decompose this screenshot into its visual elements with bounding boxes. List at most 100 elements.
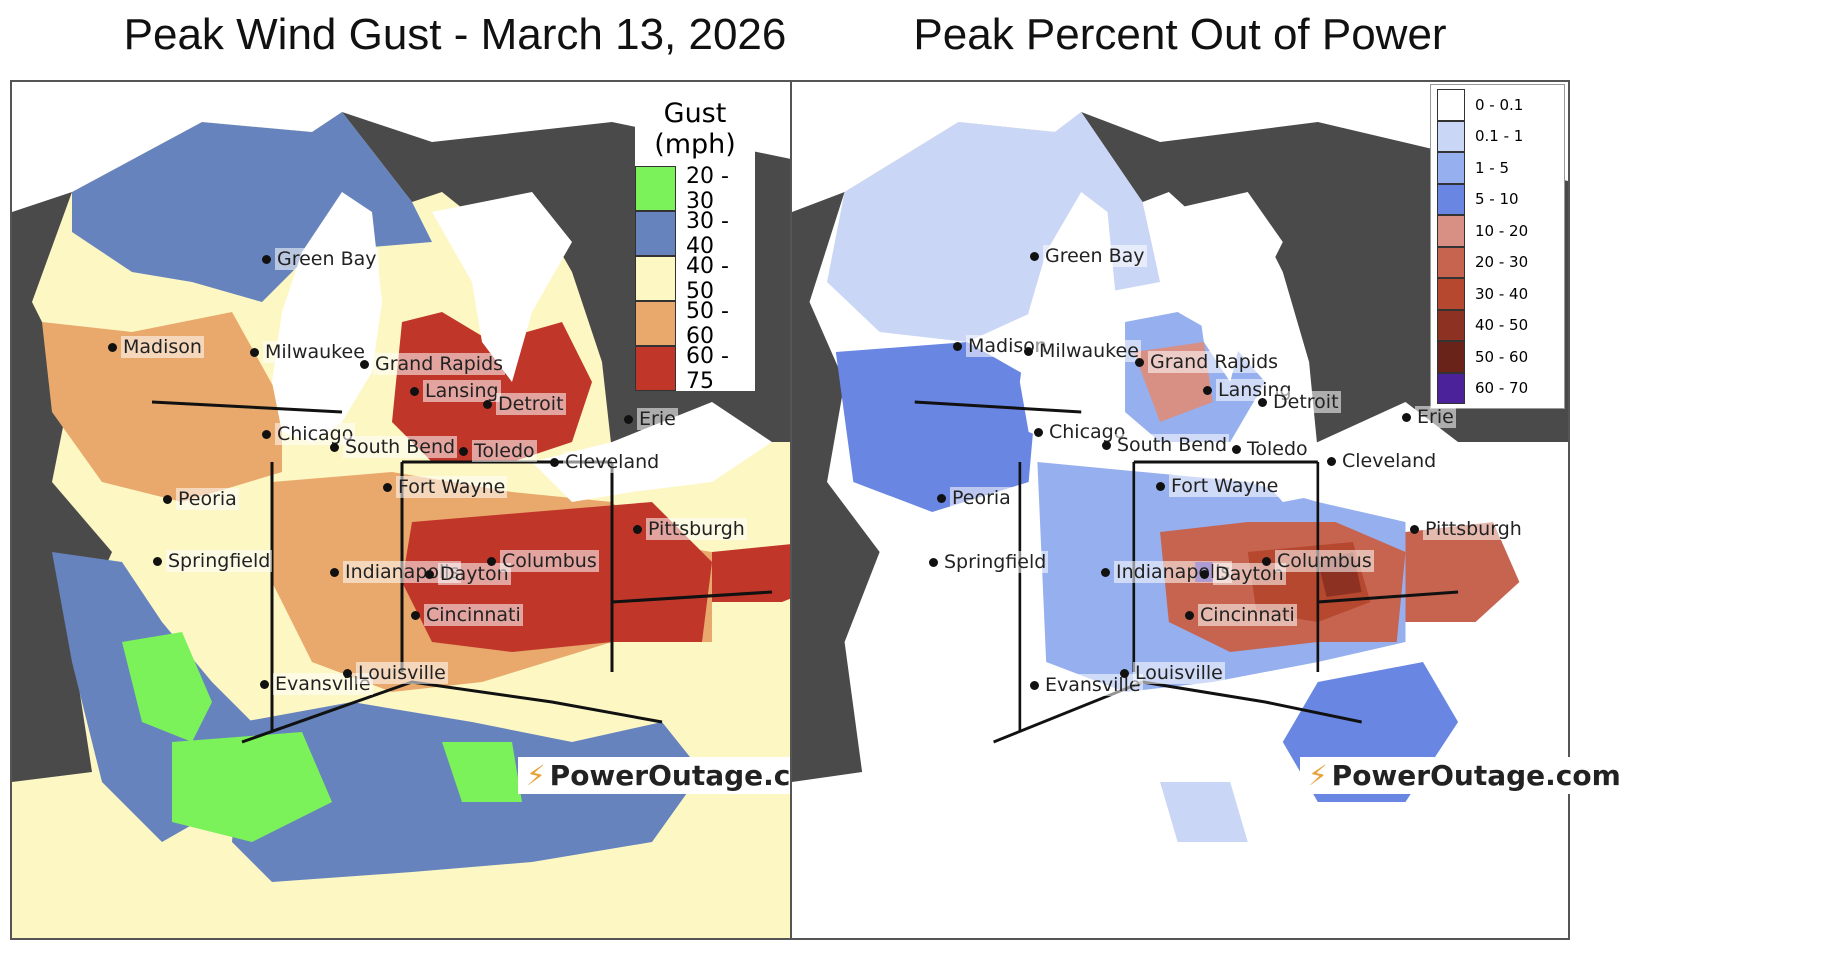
gust-map-city-label: Grand Rapids: [373, 353, 506, 375]
wind-gust-map-canvas: [12, 82, 898, 938]
outage-map-city-label: Cleveland: [1340, 450, 1439, 472]
outage-legend-swatch: [1437, 341, 1465, 373]
gust-map-city-marker: Madison: [108, 336, 204, 358]
outage-map-city-label: Detroit: [1271, 391, 1341, 413]
outage-map-city-marker: Dayton: [1200, 563, 1286, 585]
gust-map-city-label: Cincinnati: [424, 604, 523, 626]
outage-legend-label: 50 - 60: [1475, 347, 1529, 366]
gust-legend-entry: 50 - 60: [635, 298, 755, 349]
lightning-bolt-icon: ⚡: [526, 759, 546, 792]
city-dot-icon: [153, 556, 162, 566]
city-dot-icon: [633, 524, 642, 534]
outage-legend-entry: 40 - 50: [1437, 309, 1558, 341]
outage-legend-entry: 30 - 40: [1437, 278, 1558, 310]
city-dot-icon: [1410, 524, 1419, 534]
outage-legend-swatch: [1437, 120, 1465, 152]
city-dot-icon: [410, 386, 419, 396]
city-dot-icon: [411, 610, 420, 620]
outage-legend-entry: 0.1 - 1: [1437, 120, 1558, 152]
outage-map-city-marker: Detroit: [1258, 391, 1341, 413]
outage-map-city-label: Columbus: [1275, 550, 1374, 572]
gust-map-title: Peak Wind Gust - March 13, 2026: [123, 10, 787, 59]
city-dot-icon: [425, 569, 434, 579]
gust-legend-entry: 40 - 50: [635, 254, 755, 304]
city-dot-icon: [483, 399, 492, 409]
outage-map-city-marker: Pittsburgh: [1410, 518, 1524, 540]
outage-map-title: Peak Percent Out of Power: [913, 10, 1447, 59]
gust-map-city-marker: Erie: [624, 408, 678, 430]
outage-map-city-marker: Evansville: [1030, 674, 1143, 696]
gust-map-city-label: Chicago: [275, 423, 356, 445]
outage-map-city-marker: Grand Rapids: [1135, 351, 1281, 373]
city-dot-icon: [937, 493, 946, 503]
outage-legend-entry: 0 - 0.1: [1437, 89, 1558, 121]
outage-map-city-marker: Columbus: [1262, 550, 1374, 572]
city-dot-icon: [1034, 427, 1043, 437]
gust-map-city-marker: Toledo: [459, 440, 537, 462]
city-dot-icon: [550, 457, 559, 467]
outage-legend-label: 40 - 50: [1475, 316, 1529, 335]
gust-map-city-marker: Cincinnati: [411, 604, 523, 626]
city-dot-icon: [1024, 346, 1033, 356]
outage-map-city-label: Dayton: [1213, 563, 1286, 585]
outage-legend-label: 5 - 10: [1475, 190, 1519, 209]
wind-gust-map: [10, 80, 900, 940]
gust-legend-swatch: [635, 346, 676, 391]
gust-legend-label: 50 - 60: [685, 298, 729, 349]
city-dot-icon: [1232, 444, 1241, 454]
gust-legend-entry: 60 - 75: [635, 343, 755, 394]
city-dot-icon: [1101, 567, 1110, 577]
gust-map-city-label: Springfield: [166, 550, 273, 572]
outage-map-city-label: Evansville: [1043, 674, 1143, 696]
gust-map-city-marker: Cleveland: [550, 451, 662, 473]
gust-map-city-label: South Bend: [343, 436, 458, 458]
outage-map-city-label: Fort Wayne: [1169, 475, 1281, 497]
outage-legend-label: 60 - 70: [1475, 379, 1529, 398]
city-dot-icon: [1030, 680, 1039, 690]
outage-legend-swatch: [1437, 372, 1465, 404]
gust-map-city-marker: Chicago: [262, 423, 356, 445]
outage-legend-label: 20 - 30: [1475, 253, 1529, 272]
outage-legend-entry: 50 - 60: [1437, 341, 1558, 373]
outage-legend-swatch: [1437, 89, 1465, 121]
gust-map-city-label: Cleveland: [563, 451, 662, 473]
gust-legend: Gust (mph) 20 - 30 30 - 40 40 - 50 50 - 60 6…: [635, 98, 755, 394]
outage-map-city-marker: Louisville: [1120, 662, 1225, 684]
gust-legend-swatch: [635, 301, 676, 346]
gust-legend-swatch: [635, 211, 676, 256]
outage-legend-entry: 5 - 10: [1437, 183, 1558, 215]
gust-map-city-label: Lansing: [423, 380, 501, 402]
city-dot-icon: [487, 556, 496, 566]
outage-map-city-label: Grand Rapids: [1148, 351, 1281, 373]
gust-map-city-marker: Pittsburgh: [633, 518, 747, 540]
city-dot-icon: [1258, 397, 1267, 407]
gust-legend-label: 60 - 75: [685, 343, 729, 394]
gust-legend-swatch: [635, 256, 676, 301]
city-dot-icon: [1327, 456, 1336, 466]
city-dot-icon: [250, 347, 259, 357]
gust-legend-title: Gust: [663, 98, 727, 129]
outage-map-city-label: Springfield: [942, 551, 1049, 573]
outage-map-city-marker: Cincinnati: [1185, 604, 1297, 626]
gust-map-city-label: Columbus: [500, 550, 599, 572]
outage-map-city-label: Cincinnati: [1198, 604, 1297, 626]
outage-legend-swatch: [1437, 278, 1465, 310]
city-dot-icon: [343, 668, 352, 678]
gust-legend-label: 30 - 40: [685, 208, 729, 259]
gust-map-city-label: Toledo: [472, 440, 537, 462]
gust-legend-unit: (mph): [654, 129, 736, 160]
outage-map-city-marker: Fort Wayne: [1156, 475, 1281, 497]
outage-legend-swatch: [1437, 309, 1465, 341]
outage-legend-entry: 60 - 70: [1437, 372, 1558, 404]
outage-map-city-marker: Milwaukee: [1024, 340, 1141, 362]
outage-legend-label: 30 - 40: [1475, 284, 1529, 303]
outage-legend-entry: 20 - 30: [1437, 246, 1558, 278]
gust-map-city-label: Dayton: [438, 563, 511, 585]
right-brand-badge: ⚡ PowerOutage.com: [1300, 757, 1629, 794]
outage-map-city-label: Peoria: [950, 487, 1013, 509]
gust-map-city-marker: Lansing: [410, 380, 501, 402]
gust-legend-label: 20 - 30: [685, 163, 729, 214]
gust-map-city-marker: Columbus: [487, 550, 599, 572]
outage-map-city-label: Milwaukee: [1037, 340, 1141, 362]
outage-map-city-marker: Toledo: [1232, 438, 1310, 460]
